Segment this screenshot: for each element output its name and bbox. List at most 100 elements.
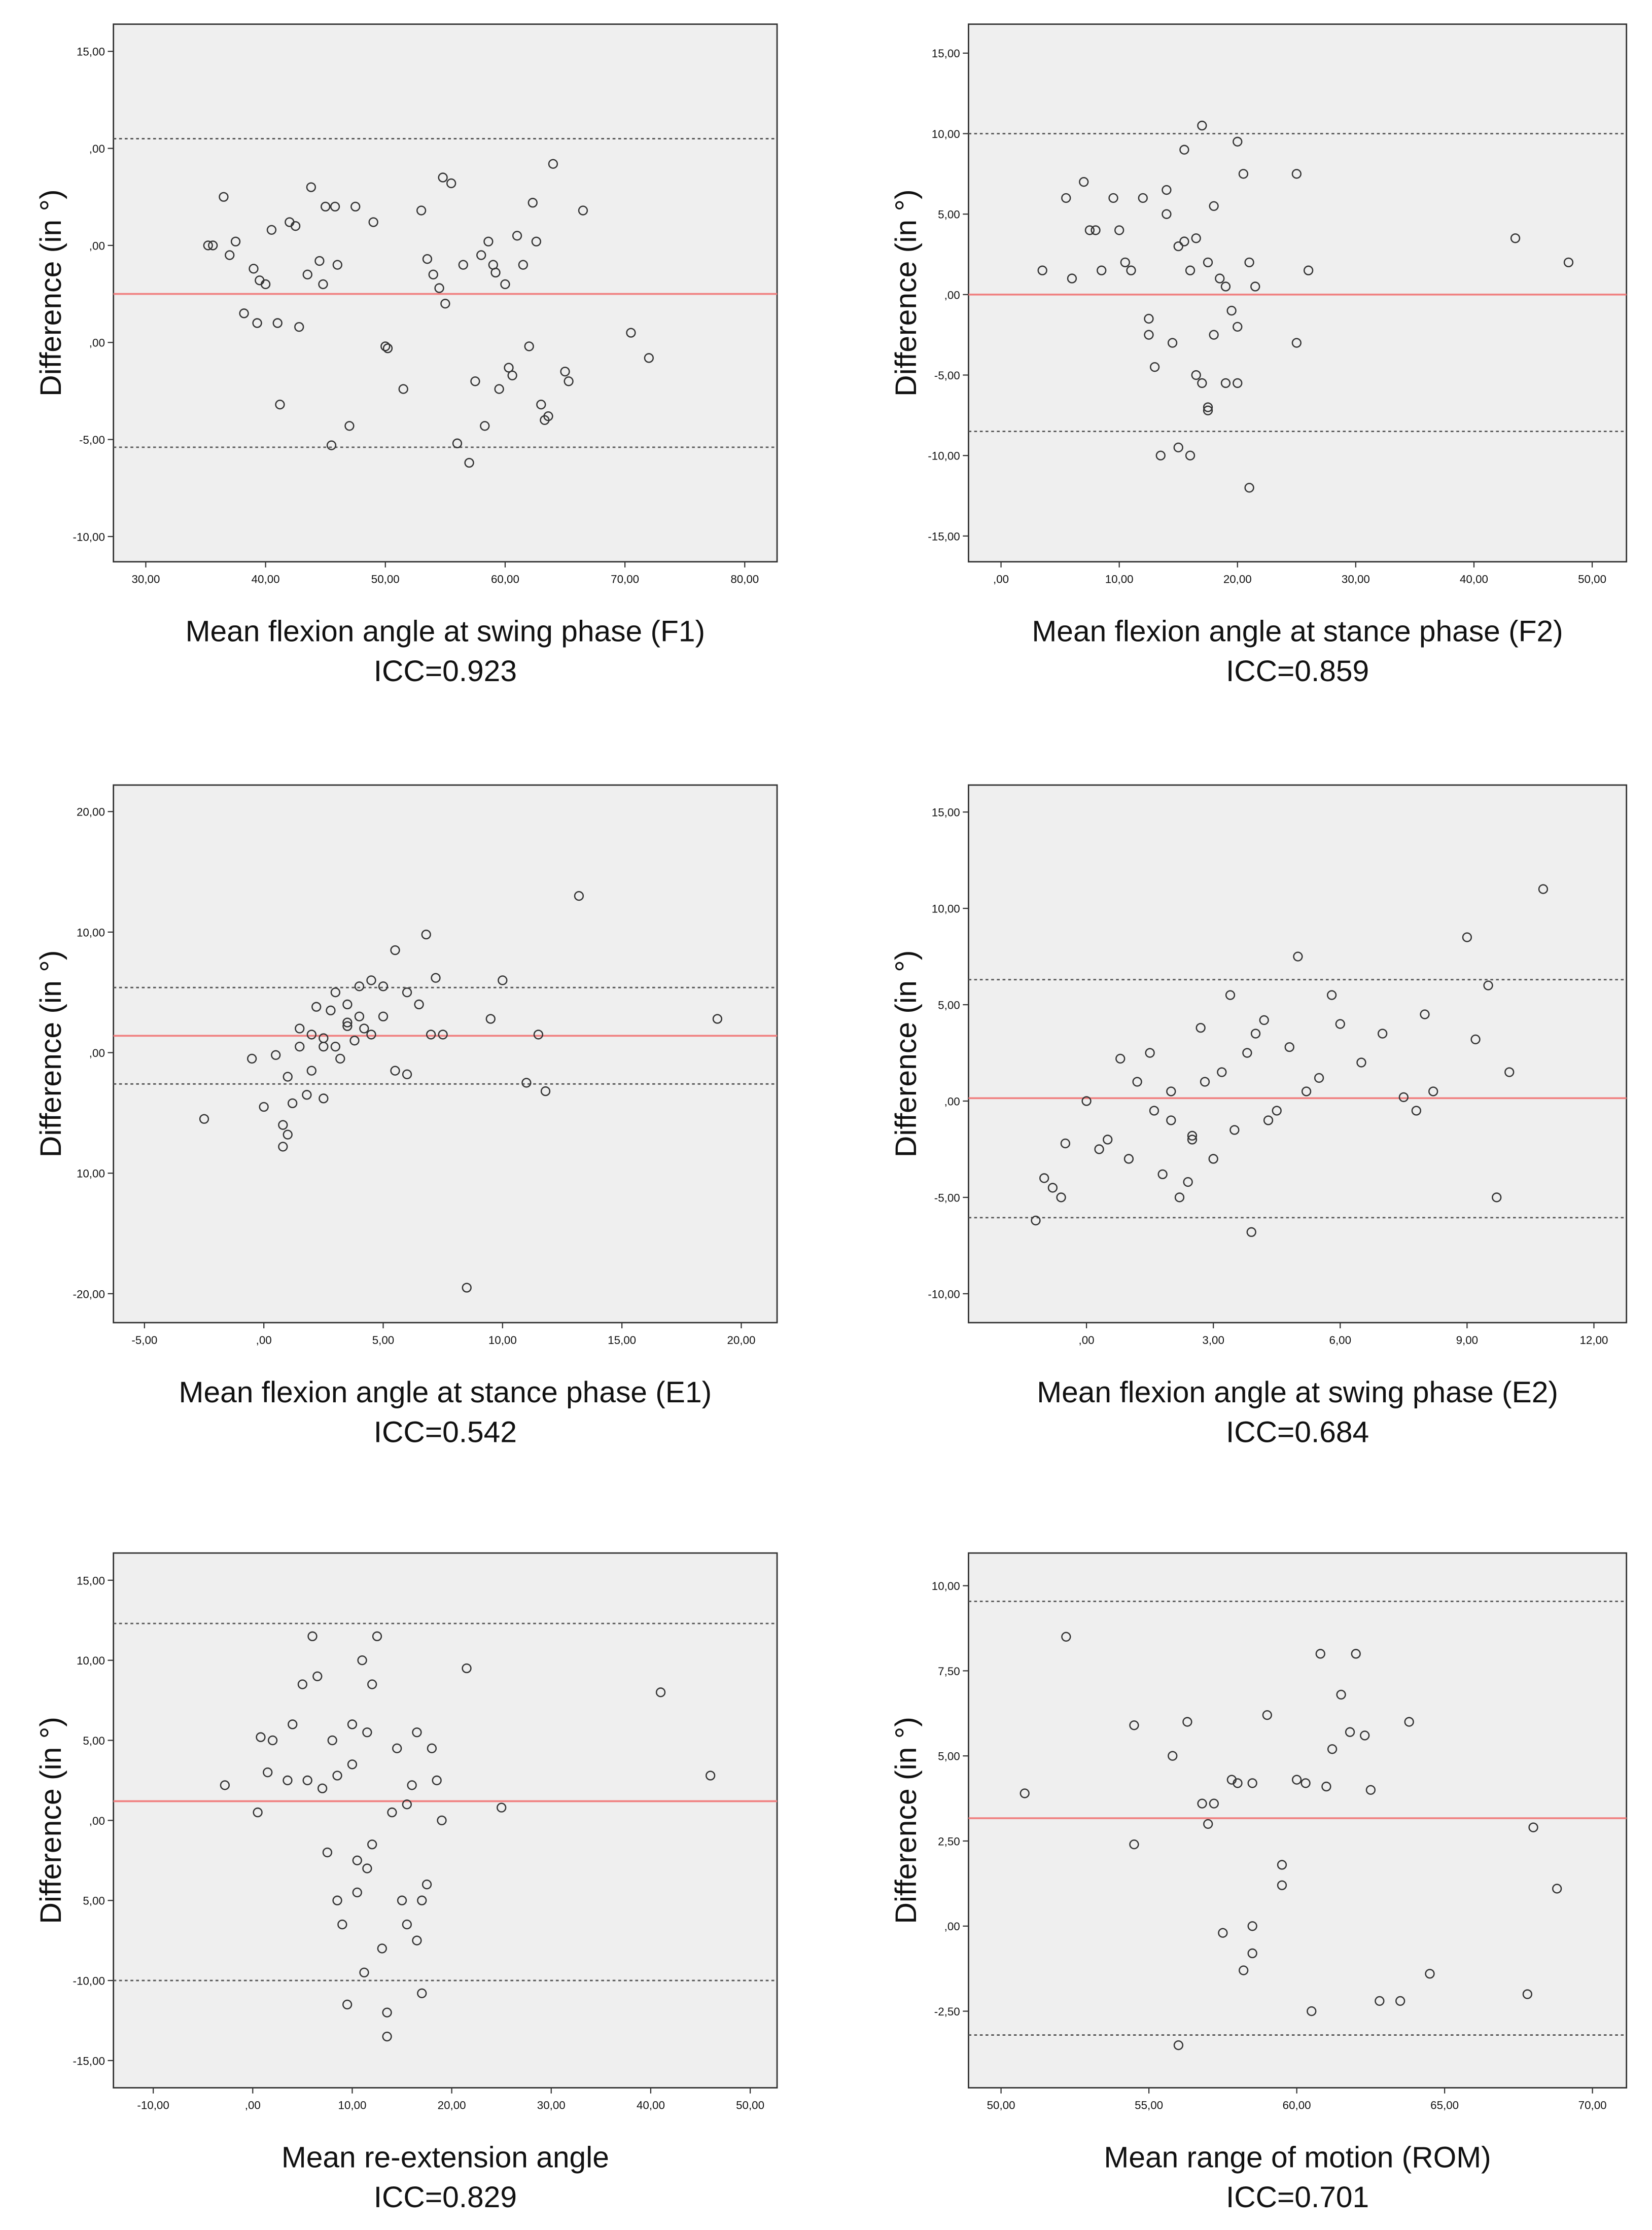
y-tick-label: 10,00 (932, 128, 960, 140)
y-tick-label: ,00 (89, 143, 105, 155)
point (1144, 313, 1154, 324)
point (352, 1887, 362, 1898)
point (1115, 1053, 1126, 1064)
point (266, 225, 277, 235)
point (564, 376, 574, 386)
panel: 15,00 10,00 5,00 ,00 -5,00 -10,00 ,00 3,00 6,00 9… (890, 784, 1628, 1448)
point (431, 973, 441, 983)
point (1079, 177, 1089, 187)
point (426, 1030, 436, 1040)
point (1522, 1989, 1533, 1999)
point (372, 1631, 382, 1642)
point (458, 260, 468, 270)
x-tick-label: 60,00 (1283, 2099, 1311, 2112)
point (1061, 193, 1071, 203)
point (342, 1017, 353, 1028)
point (367, 1839, 377, 1850)
icc-label: ICC=0.701 (1226, 2181, 1369, 2214)
y-tick-label: -5,00 (79, 434, 105, 446)
point (295, 1023, 305, 1034)
point (1168, 1751, 1178, 1761)
point (1197, 378, 1207, 388)
point (271, 1050, 281, 1060)
point (1061, 1632, 1071, 1642)
point (498, 975, 508, 985)
y-tick-label: 20,00 (77, 806, 105, 819)
x-tick-label: ,00 (256, 1334, 272, 1347)
point (1411, 1106, 1421, 1116)
point (349, 1036, 360, 1046)
point (1126, 265, 1136, 275)
y-tick-label: ,00 (944, 289, 960, 301)
y-tick-label: ,00 (944, 1095, 960, 1108)
point (1120, 257, 1130, 268)
x-tick-label: 30,00 (131, 573, 160, 586)
point (288, 1719, 298, 1729)
point (350, 201, 361, 212)
point (272, 318, 283, 328)
y-tick-label: 5,00 (938, 999, 960, 1011)
point (490, 267, 501, 278)
point (1209, 1798, 1219, 1809)
point (578, 205, 588, 216)
y-tick-label: 15,00 (932, 47, 960, 60)
point (402, 1919, 412, 1930)
panel: 20,00 10,00 ,00 10,00 -20,00 -5,00 ,00 5,00 10,0… (34, 784, 778, 1448)
point (382, 2007, 392, 2017)
point (462, 1663, 472, 1674)
point (1220, 281, 1231, 292)
point (247, 1053, 257, 1064)
point (1345, 1727, 1355, 1737)
point (344, 421, 355, 431)
point (1247, 1921, 1257, 1931)
point (287, 1098, 298, 1109)
y-tick-label: ,00 (89, 1815, 105, 1827)
point (412, 1935, 422, 1945)
point (1209, 201, 1219, 211)
point (712, 1014, 723, 1024)
y-tick-label: -5,00 (934, 369, 960, 382)
x-tick-label: 50,00 (736, 2099, 764, 2112)
point (283, 1775, 293, 1786)
point (1103, 1135, 1113, 1145)
point (1091, 225, 1101, 235)
point (524, 341, 534, 351)
point (382, 343, 393, 353)
point (438, 1030, 448, 1040)
point (1187, 1135, 1198, 1145)
point (1179, 145, 1189, 155)
y-tick-label: 10,00 (77, 1654, 105, 1667)
point (377, 1943, 387, 1954)
point (267, 1735, 278, 1746)
y-tick-label: 5,00 (938, 1750, 960, 1763)
y-axis-title: Difference (in °) (34, 950, 67, 1158)
point (407, 1780, 417, 1790)
x-tick-label: 50,00 (371, 573, 400, 586)
panel: 15,00 10,00 5,00 ,00 -5,00 -10,00 -15,00 ,00 10,… (890, 23, 1628, 688)
point (203, 240, 213, 251)
point (1375, 1996, 1385, 2006)
point (390, 1066, 400, 1076)
point (1277, 1880, 1287, 1890)
y-tick-label: -10,00 (928, 450, 960, 463)
point (705, 1771, 716, 1781)
point (319, 1041, 329, 1052)
point (368, 217, 378, 227)
point (1114, 225, 1124, 235)
y-tick-label: -10,00 (73, 1974, 105, 1987)
point (500, 279, 510, 290)
point (263, 1767, 273, 1778)
x-tick-label: 50,00 (1578, 573, 1606, 586)
y-tick-label: 7,50 (938, 1665, 960, 1678)
x-tick-label: 60,00 (491, 573, 519, 586)
point (417, 1895, 427, 1905)
point (548, 159, 558, 169)
point (1067, 273, 1077, 284)
point (440, 299, 450, 309)
point (1510, 233, 1521, 243)
point (307, 1631, 318, 1642)
point (1291, 338, 1302, 348)
y-tick-label: -10,00 (73, 530, 105, 543)
point (470, 376, 480, 386)
point (330, 1041, 341, 1052)
